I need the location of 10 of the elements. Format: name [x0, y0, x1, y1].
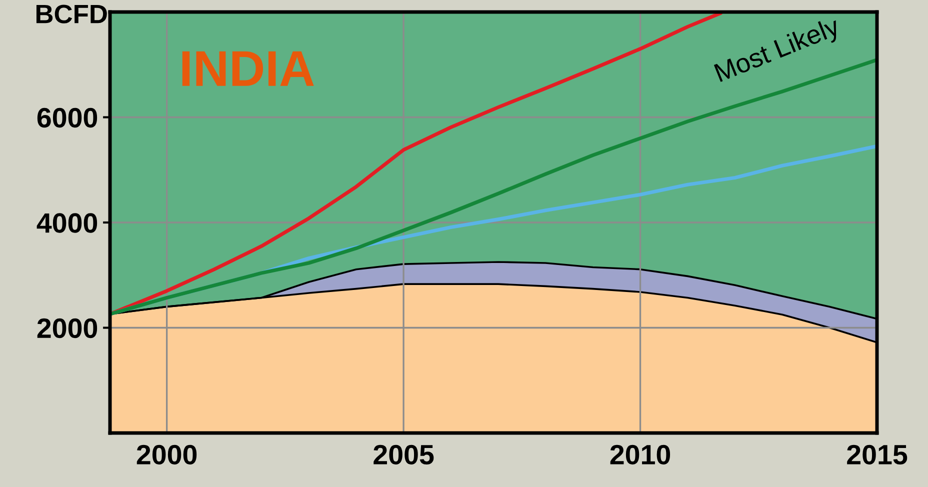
x-tick-label: 2015	[847, 444, 908, 465]
y-axis-title: BCFD	[36, 4, 107, 24]
x-tick-label: 2005	[374, 444, 434, 465]
text: INDIA	[182, 51, 314, 86]
text: Most Likely	[714, 16, 844, 87]
x-tick-label: 2000	[136, 444, 197, 465]
y-tick-label: 6000	[37, 108, 98, 128]
x-tick-label: 2010	[610, 444, 670, 465]
y-tick-label: 4000	[36, 213, 98, 233]
y-tick-label: 2000	[37, 318, 98, 338]
